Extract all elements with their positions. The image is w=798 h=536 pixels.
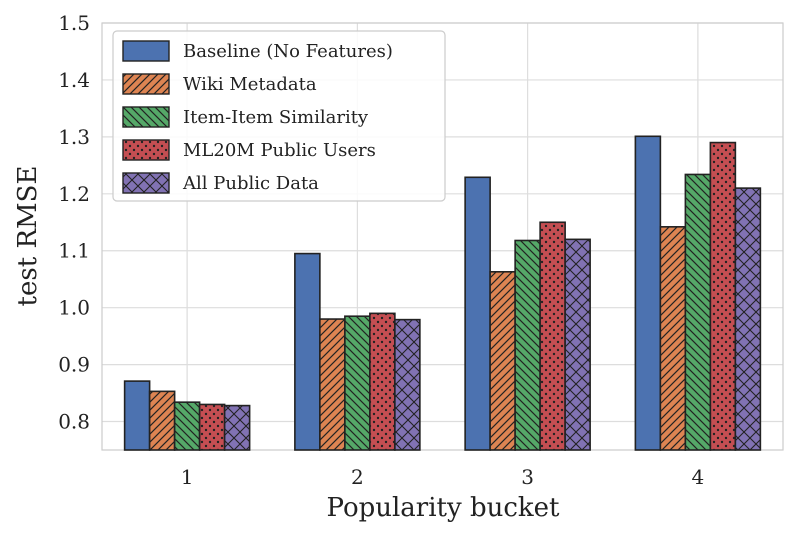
bar [148, 390, 176, 451]
legend-label: All Public Data [182, 173, 319, 194]
legend-swatch-outline [122, 40, 170, 62]
legend-swatch-outline [122, 172, 170, 194]
bar-hatch [490, 271, 516, 450]
bar-hatch [394, 319, 420, 450]
legend-swatch-outline [122, 139, 170, 161]
bar-hatch [710, 142, 736, 450]
legend-swatch-hatch [123, 74, 169, 94]
bar [464, 176, 491, 451]
bar-hatch [735, 188, 761, 450]
bar-outline [734, 187, 762, 451]
y-tick-label: 0.8 [58, 410, 90, 434]
y-tick-label: 1.4 [58, 68, 90, 92]
bar [294, 252, 321, 451]
bar-fill [635, 136, 661, 450]
legend-swatch-outline [122, 73, 170, 95]
legend-item: Item-Item Similarity [122, 106, 369, 128]
bar [564, 238, 591, 451]
legend-label: Wiki Metadata [183, 74, 317, 95]
legend-swatch-hatch [123, 107, 169, 127]
bar-fill [124, 381, 150, 450]
bar-hatch [685, 174, 711, 450]
bar-hatch [344, 316, 370, 450]
legend-swatch-hatch [123, 140, 169, 160]
legend-label: ML20M Public Users [183, 140, 376, 161]
y-tick-labels: 0.8 0.9 1.0 1.1 1.2 1.3 1.4 1.5 [58, 11, 90, 434]
x-tick-label: 1 [181, 465, 194, 489]
bar [709, 141, 737, 451]
legend-item: Wiki Metadata [122, 73, 317, 95]
bar-fill [465, 177, 491, 450]
legend-swatch-hatch [123, 173, 169, 193]
bar-hatch [199, 404, 225, 450]
bar-hatch [319, 319, 345, 450]
legend-item: Baseline (No Features) [122, 40, 393, 62]
bar [539, 221, 566, 451]
legend-item: All Public Data [122, 172, 319, 194]
x-tick-label: 4 [692, 465, 705, 489]
bar [489, 270, 516, 451]
bar-outline [223, 404, 251, 451]
bar-outline [564, 238, 591, 451]
legend-label: Item-Item Similarity [183, 107, 369, 128]
bar-hatch [565, 239, 591, 450]
bar [514, 239, 541, 451]
x-axis-label: Popularity bucket [327, 493, 561, 523]
bar [198, 403, 226, 451]
bar [684, 173, 712, 451]
bar [394, 318, 421, 451]
bar-hatch [224, 405, 250, 450]
y-tick-label: 1.1 [58, 239, 90, 263]
bar [344, 315, 371, 451]
bar-outline [394, 318, 421, 451]
bar-hatch [174, 402, 200, 450]
plot-frame [101, 22, 784, 451]
y-tick-label: 1.0 [58, 296, 90, 320]
y-tick-label: 1.3 [58, 125, 90, 149]
y-tick-label: 0.9 [58, 353, 90, 377]
bar-hatch [515, 240, 541, 450]
x-tick-label: 3 [521, 465, 534, 489]
legend: Baseline (No Features) Wiki Metadata Item-… [112, 30, 446, 202]
x-tick-labels: 1 2 3 4 [181, 465, 704, 489]
legend-item: ML20M Public Users [122, 139, 376, 161]
legend-swatch-outline [122, 106, 170, 128]
bar [734, 187, 762, 451]
legend-swatch-fill [123, 41, 169, 61]
legend-box [112, 30, 446, 202]
x-tick-label: 2 [351, 465, 364, 489]
bar-hatch [149, 391, 175, 450]
bar-hatch [660, 226, 686, 450]
y-tick-label: 1.2 [58, 182, 90, 206]
y-tick-label: 1.5 [58, 11, 90, 35]
bar [369, 312, 396, 451]
legend-label: Baseline (No Features) [183, 41, 393, 62]
bar-fill [294, 253, 320, 450]
bar [123, 380, 151, 451]
y-axis-label: test RMSE [13, 166, 43, 307]
bar-hatch [369, 313, 395, 450]
bars [123, 135, 762, 451]
bar [659, 226, 687, 451]
bar [173, 401, 201, 451]
bar-hatch [540, 222, 566, 450]
bar [319, 318, 346, 451]
bar [223, 404, 251, 451]
bar [634, 135, 662, 451]
